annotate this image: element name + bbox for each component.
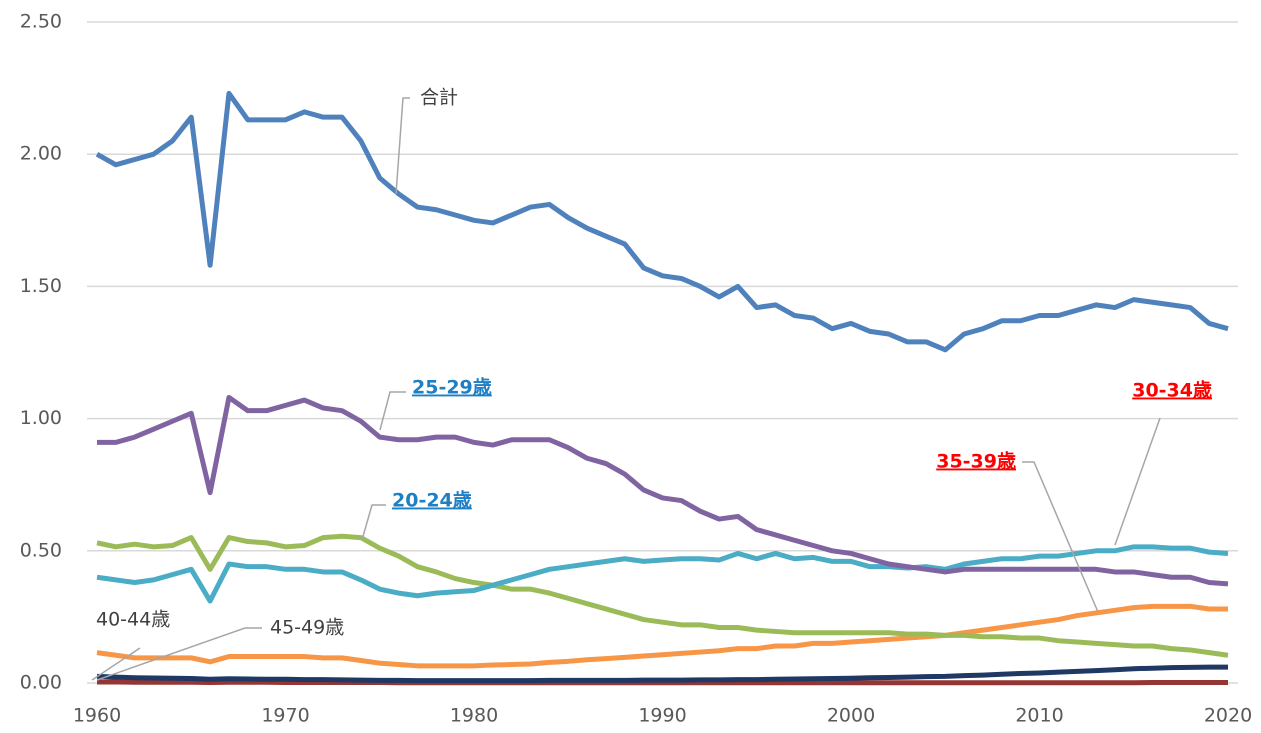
y-tick-label: 0.00 xyxy=(20,672,62,694)
y-tick-label: 1.50 xyxy=(20,275,62,297)
leader-line xyxy=(1114,417,1161,546)
leader-line xyxy=(91,647,141,681)
series-line xyxy=(97,679,1228,686)
leader-line xyxy=(361,504,386,541)
leader-line xyxy=(395,97,410,195)
x-tick-label: 2000 xyxy=(827,705,875,727)
y-tick-label: 2.50 xyxy=(20,11,62,33)
leader-line xyxy=(1022,461,1099,613)
series-label: 40-44歳 xyxy=(96,609,170,631)
y-tick-label: 2.00 xyxy=(20,143,62,165)
x-tick-label: 1970 xyxy=(261,705,309,727)
series-label: 30-34歳 xyxy=(1132,380,1212,402)
x-tick-label: 1960 xyxy=(73,705,121,727)
x-tick-label: 1990 xyxy=(638,705,686,727)
series-line xyxy=(95,90,1229,353)
series-label: 25-29歳 xyxy=(412,377,492,399)
series-line xyxy=(96,603,1228,669)
y-tick-label: 1.00 xyxy=(20,407,62,429)
y-tick-label: 0.50 xyxy=(20,539,62,561)
leader-line xyxy=(96,627,262,681)
leader-line xyxy=(379,391,406,431)
series-label: 45-49歳 xyxy=(270,617,344,639)
series-label: 合計 xyxy=(420,87,458,109)
series-line xyxy=(96,544,1229,604)
series-line xyxy=(96,664,1228,684)
x-tick-label: 2020 xyxy=(1204,705,1252,727)
series-line xyxy=(97,394,1229,587)
x-tick-label: 1980 xyxy=(450,705,498,727)
x-tick-label: 2010 xyxy=(1015,705,1063,727)
series-label: 35-39歳 xyxy=(936,451,1016,473)
series-line xyxy=(96,533,1229,658)
series-label: 20-24歳 xyxy=(392,490,472,512)
